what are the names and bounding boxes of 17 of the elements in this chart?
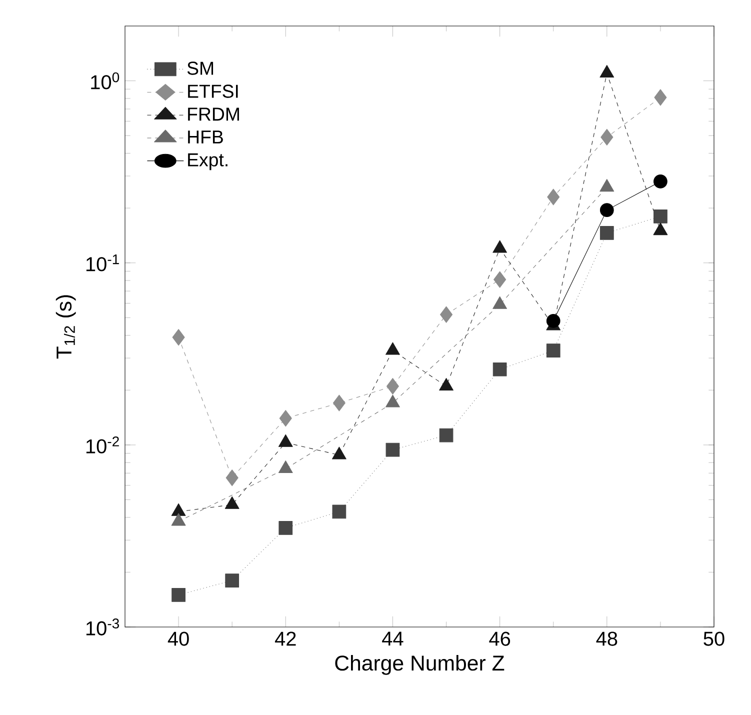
x-axis-title: Charge Number Z: [335, 655, 504, 675]
legend-label: HFB: [188, 130, 223, 144]
y-axis-title: T$_{1/2}$ (s): [56, 295, 76, 359]
y-tick-label: 10$^{0}$: [91, 72, 120, 90]
x-tick-label: 40: [168, 632, 189, 646]
x-tick-label: 48: [596, 632, 618, 646]
x-tick-label: 44: [382, 632, 404, 646]
legend-label: ETFSI: [188, 84, 238, 98]
x-tick-label: 50: [704, 632, 724, 646]
legend-label: FRDM: [188, 108, 239, 121]
legend-label: SM: [187, 62, 214, 75]
y-tick-label: 10$^{-2}$: [86, 436, 119, 454]
y-tick-label: 10$^{-1}$: [86, 254, 119, 272]
x-tick-label: 42: [274, 632, 296, 646]
legend-label: Expt.: [188, 153, 228, 170]
y-tick-label: 10$^{-3}$: [86, 618, 120, 636]
x-tick-label: 46: [489, 632, 510, 646]
